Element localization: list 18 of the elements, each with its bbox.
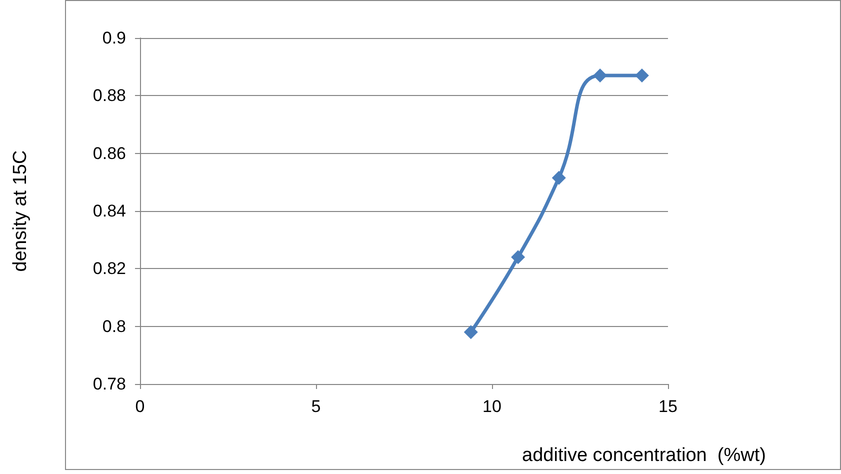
- y-axis-title: density at 15C: [10, 150, 31, 272]
- y-tick-label: 0.9: [102, 28, 126, 48]
- x-tick-label: 5: [311, 397, 321, 416]
- point: [634, 68, 649, 82]
- x-axis-title: additive concentration (%wt): [522, 445, 766, 466]
- point: [593, 68, 608, 82]
- y-tick-label: 0.8: [102, 316, 126, 336]
- y-tick-label: 0.88: [92, 86, 126, 106]
- point: [464, 325, 478, 340]
- y-tick-label: 0.86: [92, 144, 126, 163]
- x-tick-label: 0: [135, 397, 145, 416]
- x-tick-label: 10: [482, 397, 502, 416]
- point: [511, 250, 526, 264]
- y-tick-label: 0.82: [92, 259, 126, 278]
- y-tick-label: 0.84: [92, 202, 126, 220]
- point: [552, 170, 566, 185]
- y-tick-label: 0.78: [92, 374, 126, 394]
- x-tick-label: 15: [658, 397, 678, 416]
